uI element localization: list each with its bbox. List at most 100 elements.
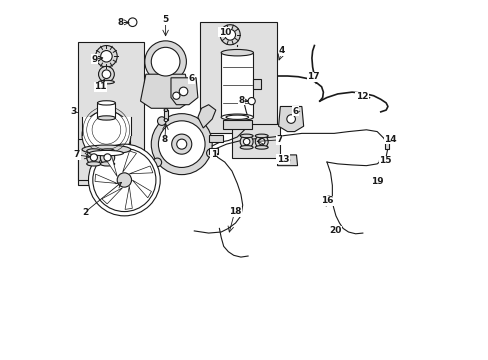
- Text: 18: 18: [228, 207, 241, 216]
- Circle shape: [151, 47, 180, 76]
- Polygon shape: [95, 174, 117, 184]
- Bar: [208, 148, 217, 154]
- Polygon shape: [102, 188, 122, 204]
- Ellipse shape: [164, 119, 167, 122]
- Text: 4: 4: [278, 46, 285, 55]
- Text: 7: 7: [74, 150, 80, 159]
- Text: 7: 7: [276, 135, 282, 144]
- Text: 1: 1: [210, 150, 216, 159]
- Circle shape: [151, 114, 212, 175]
- Text: 3: 3: [70, 107, 76, 116]
- Text: 13: 13: [276, 155, 288, 164]
- Ellipse shape: [97, 116, 115, 120]
- Bar: [78, 42, 144, 185]
- Ellipse shape: [164, 109, 167, 112]
- Circle shape: [88, 144, 160, 216]
- Circle shape: [96, 45, 117, 67]
- Bar: [385, 140, 388, 149]
- Ellipse shape: [97, 101, 115, 105]
- Circle shape: [206, 149, 215, 157]
- Polygon shape: [129, 166, 153, 174]
- Text: 16: 16: [321, 196, 333, 205]
- Circle shape: [101, 50, 112, 62]
- Bar: [376, 180, 382, 184]
- Bar: [208, 135, 223, 142]
- Circle shape: [82, 111, 131, 159]
- Bar: [223, 120, 251, 129]
- Polygon shape: [277, 155, 297, 166]
- Ellipse shape: [221, 114, 253, 121]
- Ellipse shape: [86, 149, 101, 153]
- Polygon shape: [105, 154, 117, 176]
- Circle shape: [243, 138, 249, 145]
- Ellipse shape: [240, 134, 253, 138]
- Text: 11: 11: [94, 82, 106, 91]
- Circle shape: [384, 136, 389, 141]
- Text: 10: 10: [218, 28, 230, 37]
- Ellipse shape: [240, 145, 253, 149]
- Polygon shape: [122, 151, 136, 172]
- Circle shape: [224, 30, 235, 40]
- Bar: [253, 78, 260, 89]
- Bar: [97, 103, 115, 118]
- Polygon shape: [171, 78, 198, 105]
- Text: 8: 8: [162, 135, 168, 144]
- Ellipse shape: [225, 115, 248, 120]
- Bar: [78, 139, 129, 180]
- Text: 6: 6: [292, 107, 298, 116]
- Ellipse shape: [255, 145, 267, 149]
- Circle shape: [172, 92, 180, 99]
- Circle shape: [99, 66, 114, 82]
- Bar: [231, 125, 280, 158]
- Text: 5: 5: [162, 15, 168, 24]
- Text: 6: 6: [188, 75, 194, 84]
- Ellipse shape: [100, 149, 115, 153]
- Ellipse shape: [89, 150, 123, 156]
- Text: 20: 20: [328, 226, 341, 235]
- Circle shape: [104, 154, 111, 161]
- Text: 17: 17: [307, 72, 319, 81]
- Circle shape: [158, 121, 204, 167]
- Ellipse shape: [82, 145, 131, 154]
- Circle shape: [153, 158, 162, 167]
- Circle shape: [157, 117, 166, 125]
- Ellipse shape: [221, 49, 253, 56]
- Circle shape: [144, 41, 186, 82]
- Text: 14: 14: [384, 135, 396, 144]
- Circle shape: [93, 148, 156, 212]
- Text: 8: 8: [118, 18, 123, 27]
- Polygon shape: [140, 74, 190, 108]
- Bar: [82, 117, 131, 135]
- Circle shape: [379, 158, 385, 165]
- Ellipse shape: [86, 162, 101, 166]
- Circle shape: [171, 134, 191, 154]
- Circle shape: [325, 196, 332, 203]
- Circle shape: [284, 157, 289, 163]
- Text: 9: 9: [91, 55, 98, 64]
- Circle shape: [258, 138, 264, 145]
- Circle shape: [240, 135, 253, 148]
- Text: 12: 12: [355, 92, 367, 101]
- Circle shape: [90, 154, 97, 161]
- Text: 15: 15: [378, 157, 391, 166]
- Ellipse shape: [255, 134, 267, 138]
- Polygon shape: [278, 107, 303, 132]
- Circle shape: [176, 139, 186, 149]
- Circle shape: [247, 98, 255, 105]
- Ellipse shape: [100, 162, 115, 166]
- Text: 8: 8: [238, 96, 244, 105]
- Circle shape: [220, 25, 240, 45]
- Circle shape: [102, 70, 110, 78]
- Bar: [221, 53, 253, 117]
- Text: 2: 2: [81, 208, 88, 217]
- Circle shape: [130, 20, 135, 24]
- Circle shape: [179, 87, 187, 96]
- Ellipse shape: [99, 80, 114, 84]
- Polygon shape: [198, 105, 215, 128]
- Circle shape: [100, 150, 115, 165]
- Polygon shape: [132, 180, 151, 198]
- Circle shape: [255, 135, 267, 148]
- Circle shape: [128, 18, 137, 27]
- Circle shape: [86, 150, 101, 165]
- Circle shape: [117, 173, 131, 187]
